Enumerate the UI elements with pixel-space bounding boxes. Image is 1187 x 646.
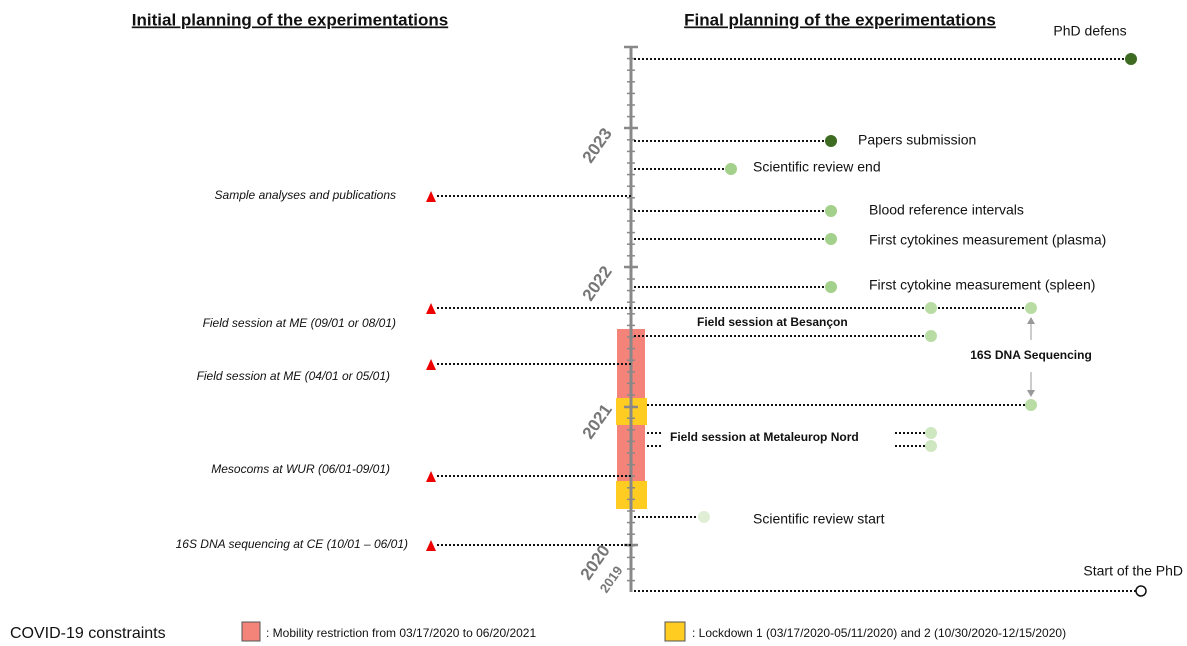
axis [624,45,638,592]
legend-label: : Lockdown 1 (03/17/2020-05/11/2020) and… [692,626,1066,640]
legend-title: COVID-19 constraints [10,625,166,642]
item-label: First cytokines measurement (plasma) [869,232,1106,248]
dot [925,427,937,439]
item-label: Start of the PhD [1083,563,1183,579]
item-label: PhD defens [1053,23,1126,39]
year: 2022 [579,262,616,304]
dot [1125,53,1137,65]
final: PhD defens Papers submission Scientific … [634,23,1183,597]
dot [1025,399,1037,411]
item-label: 16S DNA Sequencing [970,348,1092,362]
year: 2021 [579,400,616,442]
item-label: Sample analyses and publications [215,188,396,202]
header: Final planning of the experimentations [684,10,996,29]
dot [725,163,737,175]
item-label: Field session at Besançon [697,315,848,329]
initial: Sample analyses and publications Field s… [176,188,631,551]
item-label: Field session at Metaleurop Nord [670,430,859,444]
dot [825,205,837,217]
year: 2023 [579,124,616,166]
dot [825,281,837,293]
dot [698,511,710,523]
legend-label: : Mobility restriction from 03/17/2020 t… [266,626,536,640]
item-label: Field session at ME (09/01 or 08/01) [203,316,396,330]
item-label: Scientific review end [753,159,881,175]
dot [925,302,937,314]
header: Initial planning of the experimentations [132,10,448,29]
dot [825,233,837,245]
item-label: Blood reference intervals [869,202,1024,218]
item-label: First cytokine measurement (spleen) [869,277,1095,293]
legend-swatch [241,621,261,642]
dot [1025,302,1037,314]
dot [925,330,937,342]
item-label: Papers submission [858,132,976,148]
legend: COVID-19 constraints : Mobility restrict… [10,621,1066,642]
dot [1135,585,1147,597]
dot [825,135,837,147]
item-label: Field session at ME (04/01 or 05/01) [197,369,390,383]
item-label: Scientific review start [753,511,885,527]
item-label: 16S DNA sequencing at CE (10/01 – 06/01) [176,537,408,551]
marker [426,191,436,551]
dot [925,440,937,452]
item-label: Mesocoms at WUR (06/01-09/01) [211,462,390,476]
legend-swatch [664,621,686,642]
